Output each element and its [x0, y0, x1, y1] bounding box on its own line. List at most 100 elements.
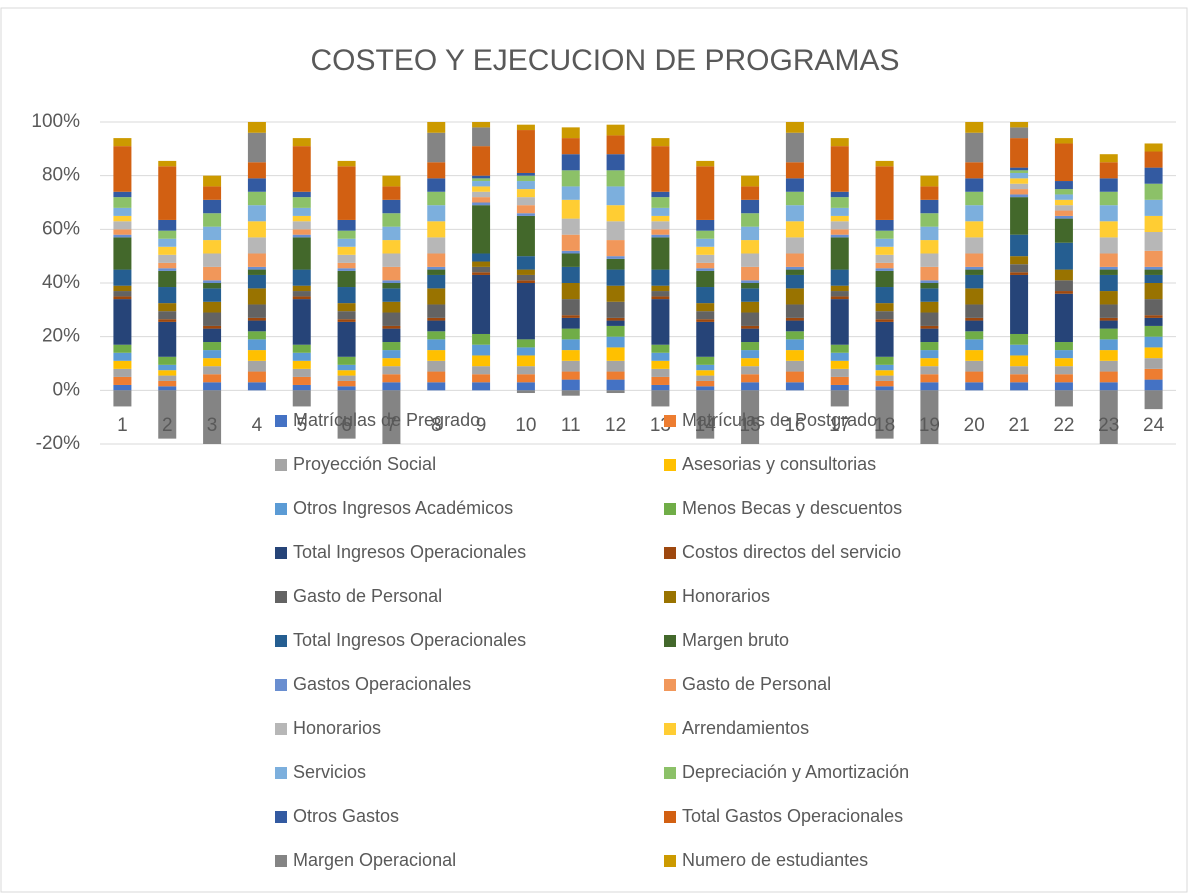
bar-segment — [337, 268, 356, 271]
bar-segment — [606, 205, 625, 222]
bar-segment — [427, 269, 446, 275]
bar-segment — [965, 339, 984, 351]
bar-segment — [1054, 358, 1073, 367]
bar-segment — [427, 253, 446, 267]
bar-segment — [292, 221, 311, 230]
bar-segment — [247, 339, 266, 351]
bar-segment — [651, 384, 670, 391]
bar-segment — [247, 288, 266, 305]
bar-segment — [113, 138, 132, 147]
bar-segment — [920, 358, 939, 367]
bar-segment — [337, 270, 356, 288]
bar-segment — [606, 285, 625, 302]
bar-segment — [696, 262, 715, 269]
bar-segment — [606, 301, 625, 318]
bar-segment — [203, 226, 222, 241]
bar-segment — [337, 319, 356, 322]
bar-segment — [965, 221, 984, 238]
bar-segment — [875, 238, 894, 247]
bar-segment — [920, 390, 939, 444]
bar-segment — [113, 237, 132, 270]
bar-segment — [1144, 283, 1163, 300]
bar-segment — [606, 256, 625, 259]
bar-segment — [1054, 199, 1073, 206]
x-tick-label: 17 — [829, 415, 850, 436]
bar-segment — [292, 215, 311, 222]
bar-segment — [113, 296, 132, 300]
legend-swatch — [275, 855, 287, 867]
bar-segment — [875, 319, 894, 322]
bar-segment — [875, 356, 894, 365]
bar-segment — [1144, 299, 1163, 316]
bar-segment — [337, 380, 356, 387]
bar-segment — [651, 296, 670, 300]
bar-segment — [785, 122, 804, 133]
bar-segment — [158, 270, 177, 288]
bar-segment — [1054, 181, 1073, 190]
bar-segment — [561, 250, 580, 254]
bar-segment — [516, 382, 535, 391]
bar-segment — [696, 303, 715, 312]
x-tick-label: 21 — [1009, 415, 1030, 436]
bar-segment — [158, 386, 177, 391]
bar-segment — [606, 371, 625, 380]
legend-swatch — [664, 767, 676, 779]
bar-segment — [337, 303, 356, 312]
bar-segment — [875, 370, 894, 376]
bar-segment — [696, 380, 715, 387]
bar-segment — [113, 269, 132, 286]
bar-segment — [875, 219, 894, 231]
bar-segment — [1144, 379, 1163, 391]
bar-segment — [1099, 320, 1118, 329]
bar-segment — [651, 285, 670, 292]
bar-segment — [1144, 315, 1163, 318]
bar-segment — [1099, 205, 1118, 222]
bar-segment — [113, 344, 132, 353]
bar-segment — [158, 375, 177, 381]
bar-segment — [113, 146, 132, 192]
bar-segment — [696, 270, 715, 288]
bar-segment — [158, 230, 177, 239]
legend-swatch — [275, 547, 287, 559]
bar-segment — [113, 234, 132, 238]
bar-segment — [965, 274, 984, 289]
bar-segment — [247, 266, 266, 270]
bar-segment — [561, 350, 580, 361]
x-tick-label: 16 — [784, 415, 805, 436]
bar-segment — [247, 253, 266, 267]
bar-segment — [472, 205, 491, 254]
bar-segment — [158, 287, 177, 304]
bar-segment — [561, 283, 580, 300]
legend-label: Honorarios — [293, 718, 381, 738]
bar-segment — [830, 197, 849, 208]
bar-segment — [741, 226, 760, 241]
x-tick-label: 8 — [431, 415, 442, 436]
bar-segment — [741, 213, 760, 227]
bar-segment — [606, 360, 625, 372]
bar-segment — [1010, 189, 1029, 195]
bar-segment — [830, 191, 849, 198]
bar-segment — [830, 360, 849, 369]
legend-label: Asesorias y consultorias — [682, 454, 876, 474]
bar-segment — [920, 312, 939, 326]
bar-segment — [741, 175, 760, 187]
y-tick-label: 40% — [42, 272, 80, 293]
x-tick-label: 5 — [296, 415, 307, 436]
y-tick-label: 60% — [42, 218, 80, 239]
bar-segment — [427, 288, 446, 305]
bar-segment — [696, 390, 715, 439]
bar-segment — [696, 219, 715, 231]
bar-segment — [1144, 269, 1163, 275]
legend-label: Honorarios — [682, 586, 770, 606]
y-tick-label: 80% — [42, 165, 80, 186]
bar-segment — [337, 254, 356, 263]
bar-segment — [472, 122, 491, 128]
bar-segment — [651, 234, 670, 238]
bar-segment — [337, 287, 356, 304]
bar-segment — [1099, 178, 1118, 192]
bar-segment — [427, 132, 446, 163]
bar-segment — [696, 356, 715, 365]
bar-segment — [516, 215, 535, 257]
bar-segment — [1144, 368, 1163, 380]
bar-segment — [785, 132, 804, 163]
